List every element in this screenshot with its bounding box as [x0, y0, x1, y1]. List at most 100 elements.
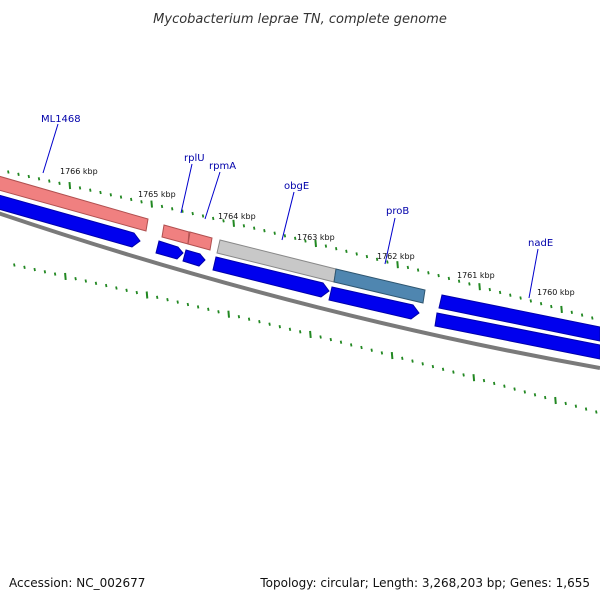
accession-text: Accession: NC_002677 — [9, 576, 146, 590]
major-tick — [232, 219, 235, 227]
major-tick — [150, 200, 153, 208]
minor-tick — [253, 226, 256, 230]
minor-tick — [570, 310, 573, 314]
gene-feature-rplu[interactable] — [161, 224, 190, 245]
minor-tick — [212, 216, 215, 221]
minor-tick — [591, 316, 594, 320]
minor-tick — [595, 410, 598, 414]
major-tick — [314, 239, 317, 248]
minor-tick — [452, 370, 455, 374]
minor-tick — [278, 325, 281, 329]
minor-tick — [360, 345, 363, 350]
scale-label: 1761 kbp — [457, 271, 495, 280]
cds-arrow[interactable] — [438, 294, 600, 342]
backbone-circle — [0, 211, 600, 370]
gene-feature-ml1468[interactable] — [0, 175, 149, 232]
label-leader-line — [384, 217, 396, 265]
gene-label-prob[interactable]: proB — [386, 206, 409, 217]
minor-tick — [416, 268, 420, 272]
minor-tick — [201, 214, 205, 218]
minor-tick — [58, 181, 61, 185]
minor-tick — [125, 288, 128, 292]
gene-label-ml1468[interactable]: ML1468 — [41, 114, 81, 125]
minor-tick — [171, 207, 174, 211]
major-tick — [309, 330, 312, 338]
gene-feature-prob[interactable] — [333, 268, 426, 304]
minor-tick — [33, 267, 36, 272]
minor-tick — [196, 305, 200, 309]
minor-tick — [421, 362, 424, 366]
minor-tick — [574, 404, 578, 408]
major-tick — [554, 396, 557, 405]
major-tick — [390, 352, 394, 360]
gene-label-obge[interactable]: obgE — [284, 181, 309, 192]
minor-tick — [519, 296, 522, 300]
minor-tick — [539, 302, 543, 306]
minor-tick — [242, 224, 246, 228]
label-leader-line — [180, 163, 193, 214]
minor-tick — [263, 229, 266, 233]
scale-label: 1765 kbp — [138, 190, 176, 199]
minor-tick — [441, 367, 445, 371]
gene-feature-rpma[interactable] — [187, 231, 213, 251]
cds-arrow[interactable] — [0, 194, 141, 248]
minor-tick — [181, 209, 184, 213]
minor-tick — [43, 270, 47, 274]
minor-tick — [115, 286, 118, 290]
minor-tick — [48, 179, 51, 183]
minor-tick — [130, 197, 133, 202]
minor-tick — [207, 307, 210, 311]
gene-label-rpma[interactable]: rpmA — [209, 161, 236, 172]
minor-tick — [186, 302, 190, 307]
minor-tick — [268, 322, 271, 326]
cds-arrow[interactable] — [434, 312, 600, 360]
minor-tick — [176, 300, 179, 304]
minor-tick — [191, 211, 194, 216]
gene-label-nade[interactable]: nadE — [528, 238, 553, 249]
scale-label: 1762 kbp — [377, 252, 415, 261]
major-tick — [478, 283, 481, 291]
minor-tick — [156, 295, 159, 299]
minor-tick — [283, 234, 287, 238]
cds-arrow[interactable] — [182, 249, 206, 267]
minor-tick — [78, 186, 82, 190]
minor-tick — [365, 254, 369, 259]
minor-tick — [550, 304, 553, 309]
minor-tick — [468, 282, 471, 286]
scale-label: 1764 kbp — [218, 212, 256, 221]
minor-tick — [119, 195, 123, 199]
minor-tick — [375, 257, 379, 261]
major-tick — [145, 291, 149, 299]
minor-tick — [513, 387, 516, 391]
minor-tick — [299, 330, 302, 334]
minor-tick — [99, 190, 102, 195]
minor-tick — [13, 263, 16, 267]
minor-tick — [319, 335, 322, 339]
minor-tick — [498, 290, 502, 295]
label-leader-line — [281, 191, 295, 241]
cds-track — [0, 194, 600, 360]
minor-tick — [493, 381, 496, 386]
gene-label-rplu[interactable]: rplU — [184, 153, 205, 164]
cds-arrow[interactable] — [212, 256, 330, 298]
minor-tick — [7, 170, 10, 174]
minor-tick — [355, 252, 358, 256]
major-tick — [227, 310, 230, 318]
minor-tick — [335, 247, 338, 251]
minor-tick — [447, 276, 451, 281]
tick-marks-inner — [13, 263, 598, 414]
label-leader-line — [204, 171, 221, 220]
cds-arrow[interactable] — [328, 286, 420, 320]
minor-tick — [509, 293, 512, 297]
minor-tick — [437, 273, 440, 278]
label-leader-line — [42, 123, 59, 174]
minor-tick — [294, 236, 297, 240]
minor-tick — [329, 337, 332, 342]
gene-track — [0, 175, 426, 304]
minor-tick — [89, 188, 92, 192]
cds-arrow[interactable] — [155, 240, 184, 260]
minor-tick — [217, 310, 220, 314]
minor-tick — [386, 260, 389, 264]
minor-tick — [17, 172, 20, 176]
